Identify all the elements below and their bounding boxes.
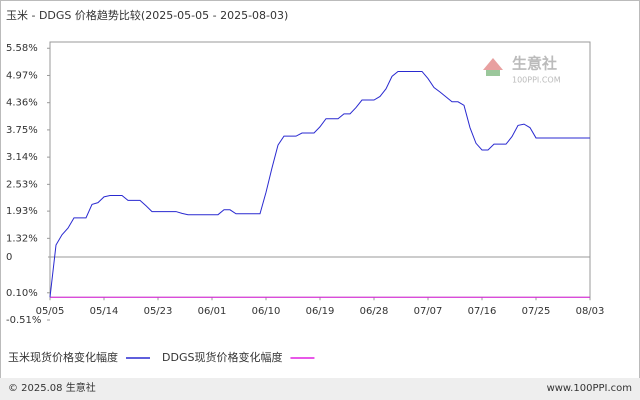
watermark-icon	[483, 58, 503, 70]
y-tick-label: 3.75%	[6, 125, 38, 136]
y-tick-label: 0.10%	[6, 288, 38, 299]
x-tick-label: 07/25	[522, 306, 551, 317]
legend-label: 玉米现货价格变化幅度	[8, 350, 118, 364]
y-tick-label: -0.51%	[6, 315, 41, 326]
y-tick-label: 1.32%	[6, 233, 38, 244]
x-tick-label: 05/14	[90, 306, 119, 317]
chart-title: 玉米 - DDGS 价格趋势比较(2025-05-05 - 2025-08-03…	[6, 8, 288, 22]
x-tick-label: 06/01	[198, 306, 227, 317]
footer-bar	[0, 378, 640, 400]
legend-label: DDGS现货价格变化幅度	[162, 350, 282, 364]
y-tick-label: 3.14%	[6, 152, 38, 163]
series-line	[49, 70, 590, 298]
y-tick-label: 1.93%	[6, 206, 38, 217]
watermark-site: 100PPI.COM	[512, 76, 561, 85]
watermark-name: 生意社	[512, 55, 557, 73]
x-tick-label: 05/05	[36, 306, 65, 317]
footer-right: www.100PPI.com	[547, 383, 632, 394]
x-tick-label: 06/28	[360, 306, 389, 317]
footer-left: © 2025.08 生意社	[8, 381, 96, 394]
y-tick-label: 5.58%	[6, 43, 38, 54]
y-tick-label: 4.97%	[6, 70, 38, 81]
watermark-icon	[486, 70, 500, 76]
x-tick-label: 06/19	[306, 306, 335, 317]
x-tick-label: 06/10	[252, 306, 281, 317]
x-tick-label: 07/07	[414, 306, 443, 317]
x-tick-label: 07/16	[468, 306, 497, 317]
y-tick-label: 2.53%	[6, 179, 38, 190]
x-tick-label: 08/03	[576, 306, 605, 317]
reference-label: 0	[6, 252, 12, 263]
x-tick-label: 05/23	[144, 306, 173, 317]
y-tick-label: 4.36%	[6, 98, 38, 109]
watermark: 生意社 100PPI.COM	[483, 55, 561, 85]
